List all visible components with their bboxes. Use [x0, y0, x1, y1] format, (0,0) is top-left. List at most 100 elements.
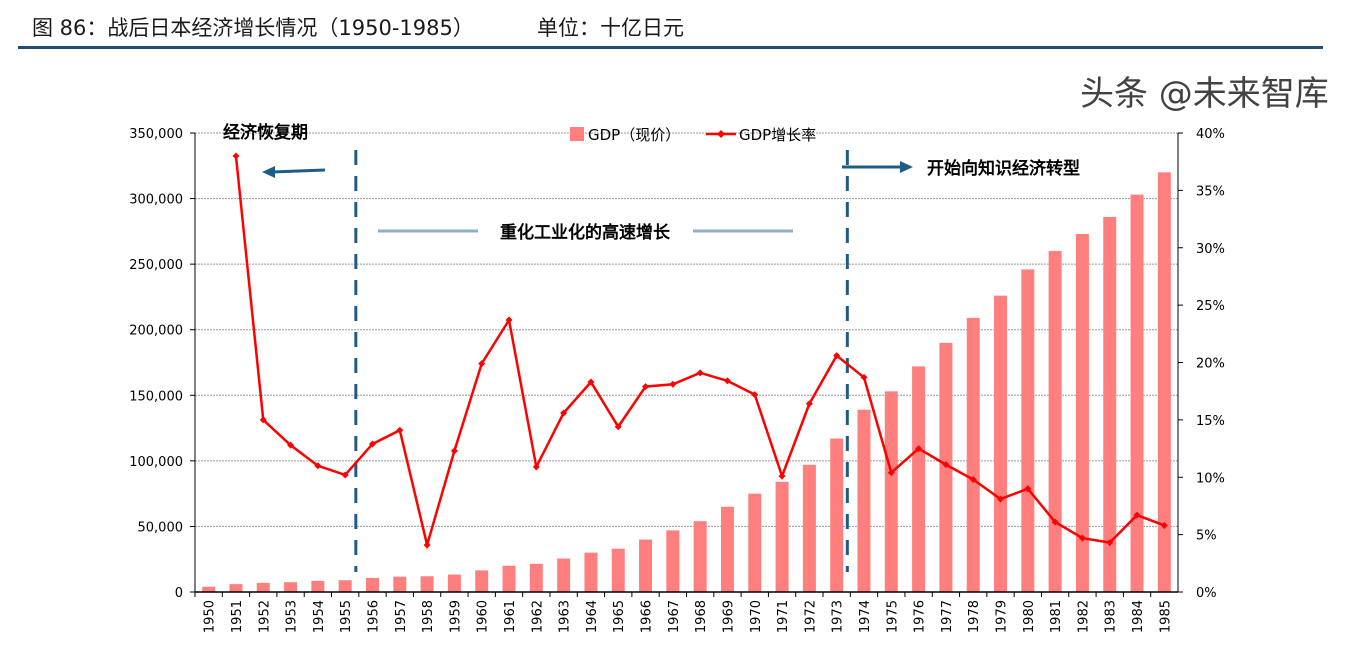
growth-rate-point: [614, 423, 622, 431]
left-tick-label: 150,000: [129, 389, 183, 404]
gdp-bar: [639, 539, 653, 592]
gdp-bar: [994, 295, 1008, 592]
legend-label-growth: GDP增长率: [739, 126, 816, 144]
x-tick-label: 1956: [366, 600, 381, 633]
x-tick-label: 1964: [585, 600, 600, 633]
x-tick-label: 1955: [339, 600, 354, 633]
gdp-bar: [447, 574, 461, 592]
legend-marker-growth: [717, 130, 725, 138]
x-tick-label: 1983: [1104, 600, 1119, 633]
arrow-right-icon: [900, 161, 913, 173]
gdp-bar: [420, 576, 434, 592]
x-tick-label: 1974: [858, 600, 873, 633]
x-tick-label: 1971: [776, 600, 791, 633]
title-rule: [18, 46, 1323, 49]
gdp-bar: [229, 584, 243, 592]
x-tick-label: 1967: [667, 600, 682, 633]
x-tick-label: 1966: [640, 600, 655, 633]
gdp-bar: [802, 464, 816, 592]
growth-rate-point: [887, 469, 895, 477]
gdp-bar: [502, 565, 516, 592]
gdp-bar: [365, 577, 379, 592]
x-tick-label: 1979: [995, 600, 1010, 633]
gdp-bar: [666, 530, 680, 592]
x-tick-label: 1975: [885, 600, 900, 633]
watermark: 头条 @未来智库: [1080, 74, 1329, 114]
annotation-recovery: 经济恢复期: [223, 122, 308, 143]
legend-swatch-gdp: [570, 127, 584, 141]
gdp-bar: [1048, 251, 1062, 592]
x-tick-label: 1969: [721, 600, 736, 633]
left-tick-label: 100,000: [129, 455, 183, 470]
gdp-bar: [748, 493, 762, 592]
growth-rate-point: [778, 472, 786, 480]
gdp-bar: [256, 582, 270, 592]
growth-rate-point: [314, 462, 322, 470]
growth-rate-point: [833, 352, 841, 360]
arrow-left-line: [271, 168, 326, 174]
x-tick-label: 1950: [203, 600, 218, 633]
growth-rate-point: [287, 441, 295, 449]
x-tick-label: 1982: [1076, 600, 1091, 633]
gdp-bar: [475, 570, 489, 592]
growth-rate-point: [723, 377, 731, 385]
growth-rate-point: [1160, 521, 1168, 529]
x-tick-label: 1976: [913, 600, 928, 633]
growth-rate-point: [341, 471, 349, 479]
gdp-bar: [1075, 233, 1089, 593]
x-tick-label: 1954: [312, 600, 327, 633]
x-tick-label: 1984: [1131, 600, 1146, 633]
gdp-bar: [1021, 269, 1035, 592]
growth-rate-point: [696, 369, 704, 377]
gdp-bar: [338, 580, 352, 592]
growth-rate-point: [259, 416, 267, 424]
left-tick-label: 250,000: [129, 258, 183, 273]
x-tick-label: 1957: [394, 600, 409, 633]
title-text: 图 86：战后日本经济增长情况（1950-1985）: [32, 16, 474, 40]
x-tick-label: 1985: [1158, 600, 1173, 633]
right-tick-label: 5%: [1196, 529, 1217, 544]
left-tick-label: 300,000: [129, 193, 183, 208]
right-tick-label: 15%: [1196, 414, 1225, 429]
growth-rate-point: [997, 495, 1005, 503]
left-tick-label: 350,000: [129, 127, 183, 142]
x-tick-label: 1965: [612, 600, 627, 633]
chart-title: 图 86：战后日本经济增长情况（1950-1985） 单位：十亿日元: [32, 12, 684, 42]
gdp-bar: [857, 409, 871, 592]
gdp-bar: [912, 366, 926, 592]
x-tick-label: 1951: [230, 600, 245, 633]
gdp-bar: [830, 438, 844, 592]
growth-rate-point: [232, 152, 240, 160]
gdp-bar: [311, 580, 325, 592]
growth-rate-point: [969, 476, 977, 484]
right-tick-label: 40%: [1196, 127, 1225, 142]
gdp-bar: [775, 481, 789, 592]
growth-rate-point: [805, 400, 813, 408]
gdp-bar: [693, 521, 707, 592]
x-tick-label: 1960: [476, 600, 491, 633]
gdp-bar: [720, 506, 734, 592]
growth-rate-point: [450, 447, 458, 455]
x-tick-label: 1980: [1022, 600, 1037, 633]
gdp-bar: [1103, 216, 1117, 592]
x-tick-label: 1962: [530, 600, 545, 633]
growth-rate-point: [1051, 518, 1059, 526]
x-tick-label: 1970: [749, 600, 764, 633]
gdp-bar: [1157, 172, 1171, 593]
growth-rate-point: [751, 391, 759, 399]
growth-rate-point: [587, 378, 595, 386]
right-tick-label: 25%: [1196, 299, 1225, 314]
arrow-left-icon: [262, 166, 275, 178]
gdp-bar: [284, 582, 298, 592]
gdp-bar: [202, 586, 216, 592]
right-tick-label: 10%: [1196, 471, 1225, 486]
gdp-bar: [1130, 194, 1144, 592]
unit-label: 单位：十亿日元: [537, 16, 684, 40]
gdp-bar: [611, 548, 625, 592]
right-tick-label: 30%: [1196, 242, 1225, 257]
growth-rate-point: [1078, 534, 1086, 542]
growth-rate-point: [1024, 485, 1032, 493]
left-tick-label: 0: [175, 586, 183, 601]
x-tick-label: 1978: [967, 600, 982, 633]
